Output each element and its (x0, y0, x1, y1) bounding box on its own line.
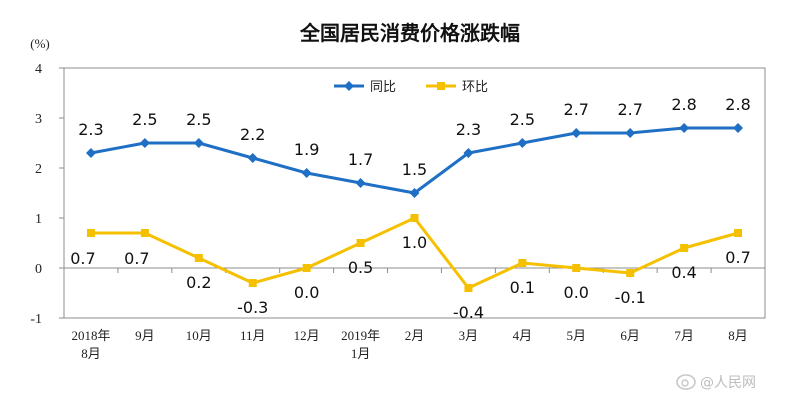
y-axis-unit-label: (%) (30, 36, 50, 51)
data-label: 0.4 (671, 263, 696, 282)
data-point-marker (464, 284, 473, 292)
series-markers (85, 123, 744, 292)
data-point-marker (140, 229, 149, 237)
data-point-marker (302, 264, 311, 272)
data-label: 0.2 (186, 273, 211, 292)
data-label: 2.7 (564, 100, 589, 119)
data-point-marker (680, 244, 689, 252)
x-tick-label: 9月 (135, 328, 155, 343)
data-labels: 2.3 2.5 2.5 2.2 1.9 1.7 1.5 2.3 2.5 2.7 2.7 2.8 2.8 0… (70, 95, 751, 322)
data-label: 1.0 (402, 233, 427, 252)
data-label: 2.5 (132, 110, 157, 129)
data-label: -0.4 (453, 303, 484, 322)
y-tick-label: -1 (30, 312, 42, 327)
data-point-marker (463, 148, 474, 158)
data-label: 0.7 (70, 249, 95, 268)
legend-label-0: 同比 (370, 80, 396, 95)
data-point-marker (410, 214, 419, 222)
y-tick-label: 0 (35, 262, 42, 277)
x-tick-label: 5月 (567, 328, 587, 343)
data-point-marker (139, 138, 150, 148)
data-point-marker (517, 138, 528, 148)
data-label: 0.0 (294, 283, 319, 302)
data-label: 0.7 (725, 248, 750, 267)
chart-title: 全国居民消费价格涨跌幅 (299, 21, 520, 45)
data-label: 0.0 (564, 283, 589, 302)
data-point-marker (518, 259, 527, 267)
y-tick-label: 1 (35, 212, 42, 227)
data-label: 2.8 (725, 95, 750, 114)
x-tick-label: 7月 (674, 328, 694, 343)
legend: 同比 环比 (334, 80, 488, 95)
legend-marker-1 (437, 82, 445, 90)
x-tick-label: 2月 (405, 328, 425, 343)
data-point-marker (301, 168, 312, 178)
data-label: 2.5 (186, 110, 211, 129)
data-point-marker (86, 229, 95, 237)
weibo-icon (676, 374, 696, 390)
data-point-marker (679, 123, 690, 133)
x-tick-label: 2019年 (341, 328, 380, 343)
data-point-marker (85, 148, 96, 158)
data-point-marker (734, 229, 743, 237)
x-tick-label: 8月 (728, 328, 748, 343)
data-label: 1.5 (402, 160, 427, 179)
data-label: -0.3 (237, 298, 268, 317)
data-label: 2.7 (617, 100, 642, 119)
data-point-marker (247, 153, 258, 163)
plot-border (63, 67, 766, 319)
data-label: 2.3 (456, 120, 481, 139)
data-point-marker (733, 123, 744, 133)
x-tick-label: 10月 (186, 328, 212, 343)
data-point-marker (571, 128, 582, 138)
data-label: -0.1 (615, 288, 646, 307)
x-tick-label: 2018年 (71, 328, 110, 343)
x-tick-label: 1月 (351, 346, 371, 361)
data-point-marker (626, 269, 635, 277)
plot-area (63, 67, 766, 319)
data-point-marker (194, 254, 203, 262)
y-tick-label: 3 (35, 112, 42, 127)
data-label: 0.7 (124, 249, 149, 268)
data-point-marker (193, 138, 204, 148)
data-label: 1.7 (348, 150, 373, 169)
data-label: 2.3 (78, 120, 103, 139)
data-point-marker (356, 239, 365, 247)
x-tick-label: 8月 (81, 346, 101, 361)
data-label: 0.5 (348, 258, 373, 277)
x-tick-label: 6月 (620, 328, 640, 343)
legend-marker-0 (344, 81, 354, 91)
data-point-marker (409, 188, 420, 198)
data-label: 0.1 (510, 278, 535, 297)
x-tick-label: 4月 (513, 328, 533, 343)
data-point-marker (355, 178, 366, 188)
legend-label-1: 环比 (462, 80, 488, 95)
x-tick-label: 12月 (294, 328, 320, 343)
data-point-marker (248, 279, 257, 287)
y-tick-label: 4 (35, 62, 42, 77)
data-point-marker (572, 264, 581, 272)
data-point-marker (625, 128, 636, 138)
data-label: 2.2 (240, 125, 265, 144)
x-tick-label: 3月 (459, 328, 479, 343)
x-tick-label: 11月 (240, 328, 266, 343)
watermark-text: @人民网 (700, 375, 756, 391)
series-lines (90, 126, 739, 290)
data-label: 2.5 (510, 110, 535, 129)
watermark: @人民网 (676, 374, 756, 391)
y-tick-label: 2 (35, 162, 42, 177)
data-label: 2.8 (671, 95, 696, 114)
x-axis: 2018年 8月 9月 10月 11月 12月 2019年 1月 2月 3月 4月 5月 6月 7月 8月 (63, 268, 766, 361)
data-label: 1.9 (294, 140, 319, 159)
y-axis: 4 3 2 1 0 -1 (30, 62, 64, 327)
